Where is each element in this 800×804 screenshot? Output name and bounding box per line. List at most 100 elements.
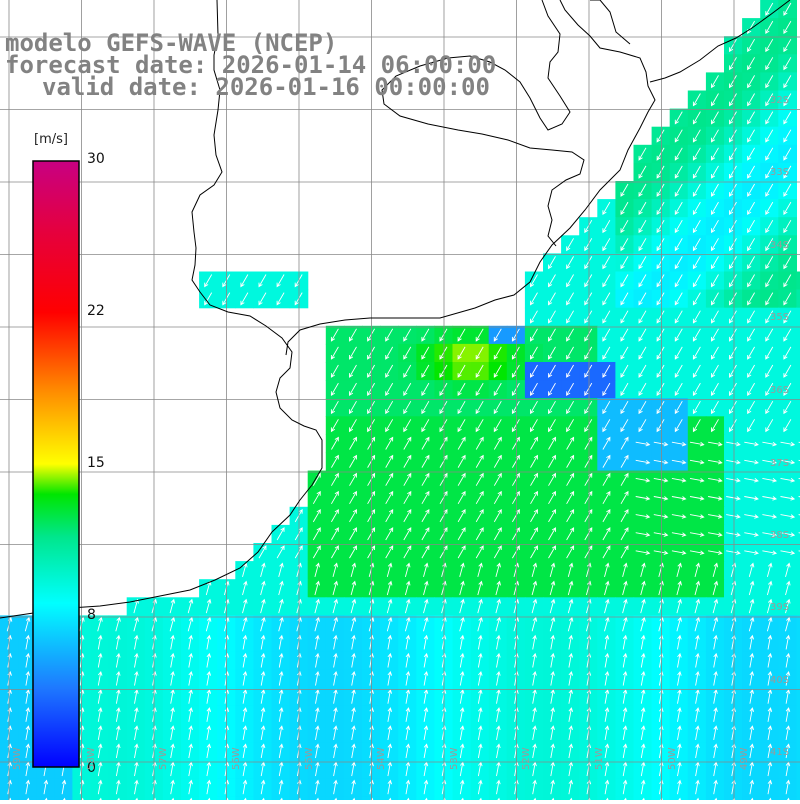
- wind-arrow: [674, 310, 683, 324]
- wind-arrow: [566, 400, 574, 415]
- wind-arrow: [744, 532, 759, 537]
- wind-arrow: [314, 598, 320, 614]
- wind-arrow: [349, 527, 357, 541]
- wind-arrow: [349, 508, 357, 523]
- wind-arrow: [550, 670, 555, 686]
- wind-cell: [543, 506, 562, 526]
- wind-cell: [796, 325, 800, 345]
- wind-arrow: [548, 545, 556, 559]
- wind-arrow: [566, 436, 575, 450]
- wind-arrow: [25, 761, 31, 777]
- wind-arrow: [694, 562, 701, 578]
- wind-arrow: [638, 256, 647, 270]
- wind-arrow: [711, 419, 719, 433]
- wind-arrow: [711, 274, 719, 288]
- wind-cell: [633, 235, 653, 254]
- wind-arrow: [622, 689, 628, 704]
- wind-arrow: [584, 238, 593, 252]
- wind-arrow: [692, 382, 701, 397]
- wind-arrow: [783, 256, 792, 270]
- wind-arrow: [674, 419, 683, 433]
- wind-arrow: [550, 779, 555, 795]
- wind-arrow: [242, 761, 248, 777]
- wind-cell: [796, 289, 800, 309]
- wind-arrow: [548, 328, 556, 342]
- wind-arrow: [331, 508, 339, 523]
- wind-cell: [742, 199, 761, 218]
- wind-arrow: [332, 580, 339, 596]
- wind-arrow: [331, 527, 339, 541]
- wind-arrow: [604, 652, 610, 668]
- wind-arrow: [785, 725, 791, 740]
- wind-arrow: [566, 292, 574, 306]
- wind-arrow: [584, 256, 593, 270]
- wind-arrow: [729, 274, 737, 288]
- wind-arrow: [783, 274, 792, 288]
- wind-arrow: [584, 454, 593, 468]
- wind-arrow: [404, 562, 411, 578]
- wind-arrow: [604, 562, 610, 578]
- wind-arrow: [188, 761, 193, 777]
- wind-arrow: [385, 436, 394, 450]
- wind-arrow: [584, 274, 593, 288]
- wind-arrow: [206, 743, 212, 759]
- wind-arrow: [653, 441, 669, 447]
- wind-arrow: [783, 183, 792, 197]
- wind-arrow: [278, 598, 284, 614]
- wind-arrow: [405, 634, 411, 650]
- wind-arrow: [330, 400, 339, 415]
- wind-arrow: [368, 562, 375, 578]
- wind-arrow: [783, 129, 792, 143]
- wind-cell: [651, 416, 671, 435]
- wind-arrow: [785, 562, 791, 578]
- wind-cell: [561, 488, 580, 508]
- wind-arrow: [566, 346, 574, 360]
- wind-arrow: [677, 761, 682, 777]
- wind-arrow: [206, 652, 212, 668]
- wind-arrow: [584, 419, 593, 433]
- lat-label-34s: 34S: [770, 240, 790, 251]
- wind-arrow: [477, 761, 483, 777]
- wind-arrow: [711, 310, 719, 324]
- wind-arrow: [785, 652, 791, 668]
- wind-arrow: [747, 382, 755, 397]
- wind-arrow: [729, 256, 737, 270]
- wind-arrow: [115, 725, 121, 740]
- wind-arrow: [622, 725, 628, 740]
- wind-arrow: [404, 616, 411, 632]
- wind-arrow: [170, 652, 175, 668]
- wind-arrow: [713, 743, 718, 759]
- wind-arrow: [25, 725, 31, 740]
- wind-arrow: [242, 725, 248, 740]
- wind-arrow: [475, 454, 484, 468]
- wind-arrow: [762, 459, 778, 465]
- wind-arrow: [531, 580, 538, 596]
- wind-arrow: [312, 545, 321, 559]
- wind-arrow: [620, 274, 629, 288]
- wind-arrow: [653, 459, 669, 465]
- wind-cell: [796, 633, 800, 653]
- wind-arrow: [747, 274, 755, 288]
- wind-arrow: [421, 508, 430, 523]
- lon-label-52w: 52W: [521, 747, 532, 770]
- wind-arrow: [783, 111, 792, 125]
- wind-cell: [543, 253, 562, 273]
- wind-arrow: [385, 382, 394, 397]
- wind-arrow: [260, 743, 266, 759]
- wind-arrow: [677, 725, 682, 740]
- wind-arrow: [783, 38, 792, 53]
- wind-arrow: [726, 514, 741, 519]
- wind-arrow: [765, 328, 774, 342]
- wind-arrow: [532, 779, 537, 795]
- wind-arrow: [188, 652, 193, 668]
- wind-arrow: [493, 508, 502, 523]
- wind-arrow: [205, 616, 212, 632]
- wind-arrow: [349, 346, 357, 360]
- wind-cell: [561, 343, 580, 363]
- wind-cell: [796, 307, 800, 327]
- wind-arrow: [783, 310, 792, 324]
- wind-arrow: [713, 689, 718, 704]
- wind-arrow: [423, 743, 429, 759]
- wind-arrow: [674, 382, 683, 397]
- wind-cell: [742, 416, 761, 435]
